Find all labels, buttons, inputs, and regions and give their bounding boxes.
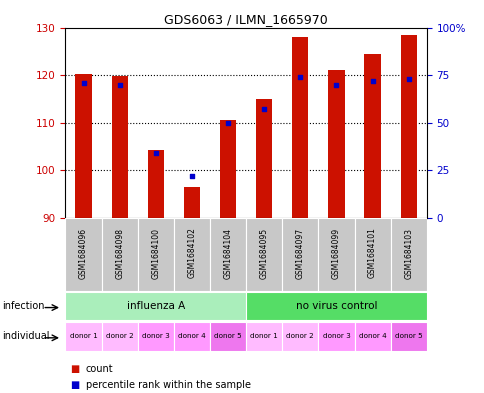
Bar <box>318 218 354 291</box>
Point <box>224 119 231 126</box>
Bar <box>291 37 308 218</box>
Bar <box>183 187 200 218</box>
Bar <box>363 54 380 218</box>
Text: count: count <box>86 364 113 374</box>
Bar <box>245 218 282 291</box>
Text: GSM1684101: GSM1684101 <box>367 228 377 279</box>
Point <box>368 78 376 84</box>
Text: ■: ■ <box>70 364 79 374</box>
Bar <box>210 322 245 351</box>
Bar <box>173 322 210 351</box>
Point <box>260 107 268 113</box>
Text: GSM1684096: GSM1684096 <box>79 228 88 279</box>
Bar <box>173 218 210 291</box>
Bar <box>65 322 102 351</box>
Text: GSM1684098: GSM1684098 <box>115 228 124 279</box>
Text: GSM1684095: GSM1684095 <box>259 228 268 279</box>
Text: donor 5: donor 5 <box>214 333 242 340</box>
Bar <box>102 218 137 291</box>
Bar <box>390 322 426 351</box>
Text: donor 4: donor 4 <box>178 333 205 340</box>
Bar <box>65 218 102 291</box>
Text: individual: individual <box>2 331 50 342</box>
Text: donor 2: donor 2 <box>106 333 133 340</box>
Text: donor 5: donor 5 <box>394 333 422 340</box>
Bar <box>75 74 91 218</box>
Text: GSM1684099: GSM1684099 <box>331 228 340 279</box>
Bar <box>210 218 245 291</box>
Bar <box>219 120 236 218</box>
Bar <box>137 322 173 351</box>
Bar <box>147 151 164 218</box>
Text: donor 1: donor 1 <box>70 333 97 340</box>
Point <box>296 74 303 80</box>
Bar <box>256 99 272 218</box>
Bar <box>245 322 282 351</box>
Bar <box>354 218 390 291</box>
Bar <box>400 35 416 218</box>
Text: GSM1684097: GSM1684097 <box>295 228 304 279</box>
Point <box>79 80 87 86</box>
Text: donor 2: donor 2 <box>286 333 314 340</box>
Text: donor 4: donor 4 <box>358 333 386 340</box>
Bar <box>137 218 173 291</box>
Point <box>151 150 159 156</box>
Text: GSM1684104: GSM1684104 <box>223 228 232 279</box>
Bar <box>111 76 128 218</box>
Text: influenza A: influenza A <box>126 301 184 311</box>
Text: ■: ■ <box>70 380 79 390</box>
Title: GDS6063 / ILMN_1665970: GDS6063 / ILMN_1665970 <box>164 13 327 26</box>
Text: GSM1684100: GSM1684100 <box>151 228 160 279</box>
Bar <box>390 218 426 291</box>
Bar <box>65 292 245 320</box>
Text: no virus control: no virus control <box>295 301 377 311</box>
Point <box>188 173 196 179</box>
Text: GSM1684103: GSM1684103 <box>403 228 412 279</box>
Bar <box>328 70 344 218</box>
Text: percentile rank within the sample: percentile rank within the sample <box>86 380 250 390</box>
Bar <box>282 322 318 351</box>
Text: infection: infection <box>2 301 45 311</box>
Point <box>332 81 340 88</box>
Bar <box>282 218 318 291</box>
Point <box>404 76 412 82</box>
Text: donor 3: donor 3 <box>322 333 349 340</box>
Text: donor 1: donor 1 <box>250 333 277 340</box>
Bar <box>354 322 390 351</box>
Text: donor 3: donor 3 <box>142 333 169 340</box>
Point <box>116 81 123 88</box>
Bar <box>318 322 354 351</box>
Text: GSM1684102: GSM1684102 <box>187 228 196 279</box>
Bar <box>245 292 426 320</box>
Bar <box>102 322 137 351</box>
